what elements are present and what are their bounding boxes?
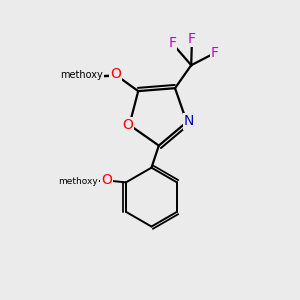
Text: O: O <box>110 67 121 81</box>
Text: methoxy: methoxy <box>58 177 98 186</box>
Text: F: F <box>211 46 219 60</box>
Text: F: F <box>188 32 196 46</box>
Text: N: N <box>184 114 194 128</box>
Text: F: F <box>168 36 176 50</box>
Text: O: O <box>101 173 112 187</box>
Text: methoxy: methoxy <box>60 70 103 80</box>
Text: O: O <box>122 118 134 132</box>
